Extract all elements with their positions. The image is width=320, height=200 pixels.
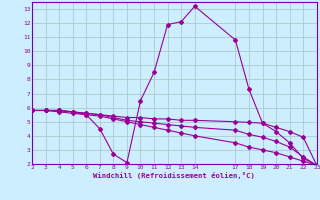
X-axis label: Windchill (Refroidissement éolien,°C): Windchill (Refroidissement éolien,°C)	[93, 172, 255, 179]
